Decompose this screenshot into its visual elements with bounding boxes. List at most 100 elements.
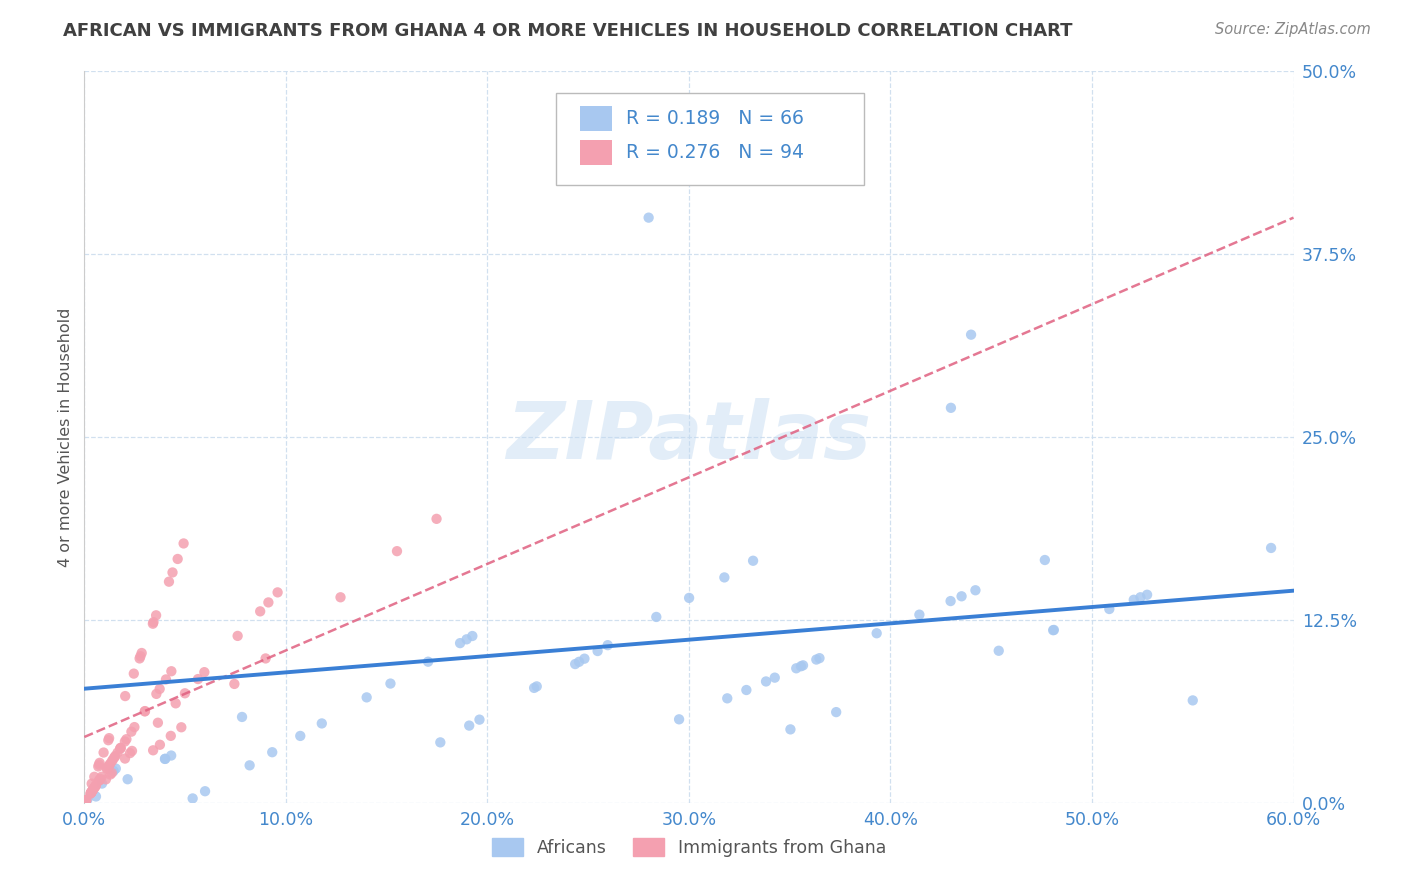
Point: [586, 644, 609, 658]
Point: [960, 327, 983, 342]
Point: [173, 536, 195, 550]
Point: [429, 735, 451, 749]
Point: [742, 554, 765, 568]
Point: [785, 661, 807, 675]
Point: [153, 752, 176, 766]
Point: [637, 211, 659, 225]
Point: [792, 658, 814, 673]
Point: [456, 632, 478, 647]
Point: [91, 776, 114, 790]
Point: [678, 591, 700, 605]
Point: [468, 713, 491, 727]
Point: [94, 772, 117, 787]
Point: [170, 720, 193, 734]
Point: [84, 779, 107, 793]
FancyBboxPatch shape: [555, 94, 865, 185]
Point: [108, 741, 131, 756]
Point: [80, 785, 103, 799]
Point: [84, 778, 107, 792]
Point: [104, 762, 127, 776]
Point: [98, 767, 121, 781]
Point: [75, 793, 97, 807]
Point: [987, 644, 1010, 658]
Point: [806, 652, 828, 666]
Point: [416, 655, 439, 669]
Point: [75, 793, 97, 807]
Point: [159, 729, 181, 743]
Point: [356, 690, 378, 705]
Point: [87, 759, 110, 773]
Point: [908, 607, 931, 622]
Point: [458, 718, 481, 732]
Text: R = 0.189   N = 66: R = 0.189 N = 66: [626, 110, 804, 128]
Point: [1122, 592, 1144, 607]
Point: [101, 754, 124, 768]
Point: [145, 687, 167, 701]
Point: [103, 764, 125, 778]
Point: [131, 646, 153, 660]
Point: [87, 757, 110, 772]
Point: [107, 746, 129, 760]
Point: [153, 752, 176, 766]
Point: [181, 791, 204, 805]
Point: [1098, 602, 1121, 616]
Point: [84, 780, 107, 794]
Point: [808, 651, 831, 665]
Point: [526, 679, 548, 693]
Point: [90, 770, 112, 784]
Point: [950, 589, 973, 603]
Point: [80, 786, 103, 800]
Point: [668, 712, 690, 726]
Point: [149, 681, 172, 696]
Point: [80, 786, 103, 800]
Point: [101, 765, 124, 780]
Point: [114, 751, 136, 765]
Point: [101, 752, 124, 766]
Point: [75, 794, 97, 808]
Point: [187, 672, 209, 686]
Point: [114, 689, 136, 703]
Point: [115, 732, 138, 747]
Point: [166, 552, 188, 566]
Point: [1181, 693, 1204, 707]
Y-axis label: 4 or more Vehicles in Household: 4 or more Vehicles in Household: [58, 308, 73, 566]
Point: [965, 583, 987, 598]
Point: [155, 673, 177, 687]
Bar: [581, 140, 612, 165]
Point: [84, 789, 107, 804]
Point: [83, 781, 105, 796]
Point: [779, 723, 801, 737]
Point: [1043, 623, 1066, 637]
Point: [1260, 541, 1282, 555]
Point: [75, 795, 97, 809]
Point: [80, 785, 103, 799]
Point: [254, 651, 277, 665]
Point: [89, 772, 111, 786]
Point: [82, 782, 104, 797]
Point: [97, 733, 120, 747]
Point: [87, 773, 110, 788]
Legend: Africans, Immigrants from Ghana: Africans, Immigrants from Ghana: [485, 831, 893, 863]
Point: [939, 594, 962, 608]
Point: [564, 657, 586, 671]
Point: [290, 729, 312, 743]
Point: [574, 651, 596, 665]
Point: [98, 758, 121, 772]
Point: [1129, 591, 1152, 605]
Point: [75, 793, 97, 807]
Point: [716, 691, 738, 706]
Text: Source: ZipAtlas.com: Source: ZipAtlas.com: [1215, 22, 1371, 37]
Point: [1136, 588, 1159, 602]
Point: [523, 681, 546, 695]
Point: [157, 574, 180, 589]
Point: [145, 608, 167, 623]
Point: [97, 759, 120, 773]
Point: [226, 629, 249, 643]
Point: [239, 758, 262, 772]
Text: R = 0.276   N = 94: R = 0.276 N = 94: [626, 143, 804, 162]
Point: [266, 585, 288, 599]
Point: [134, 705, 156, 719]
Point: [120, 724, 142, 739]
Point: [866, 626, 889, 640]
Point: [193, 665, 215, 680]
